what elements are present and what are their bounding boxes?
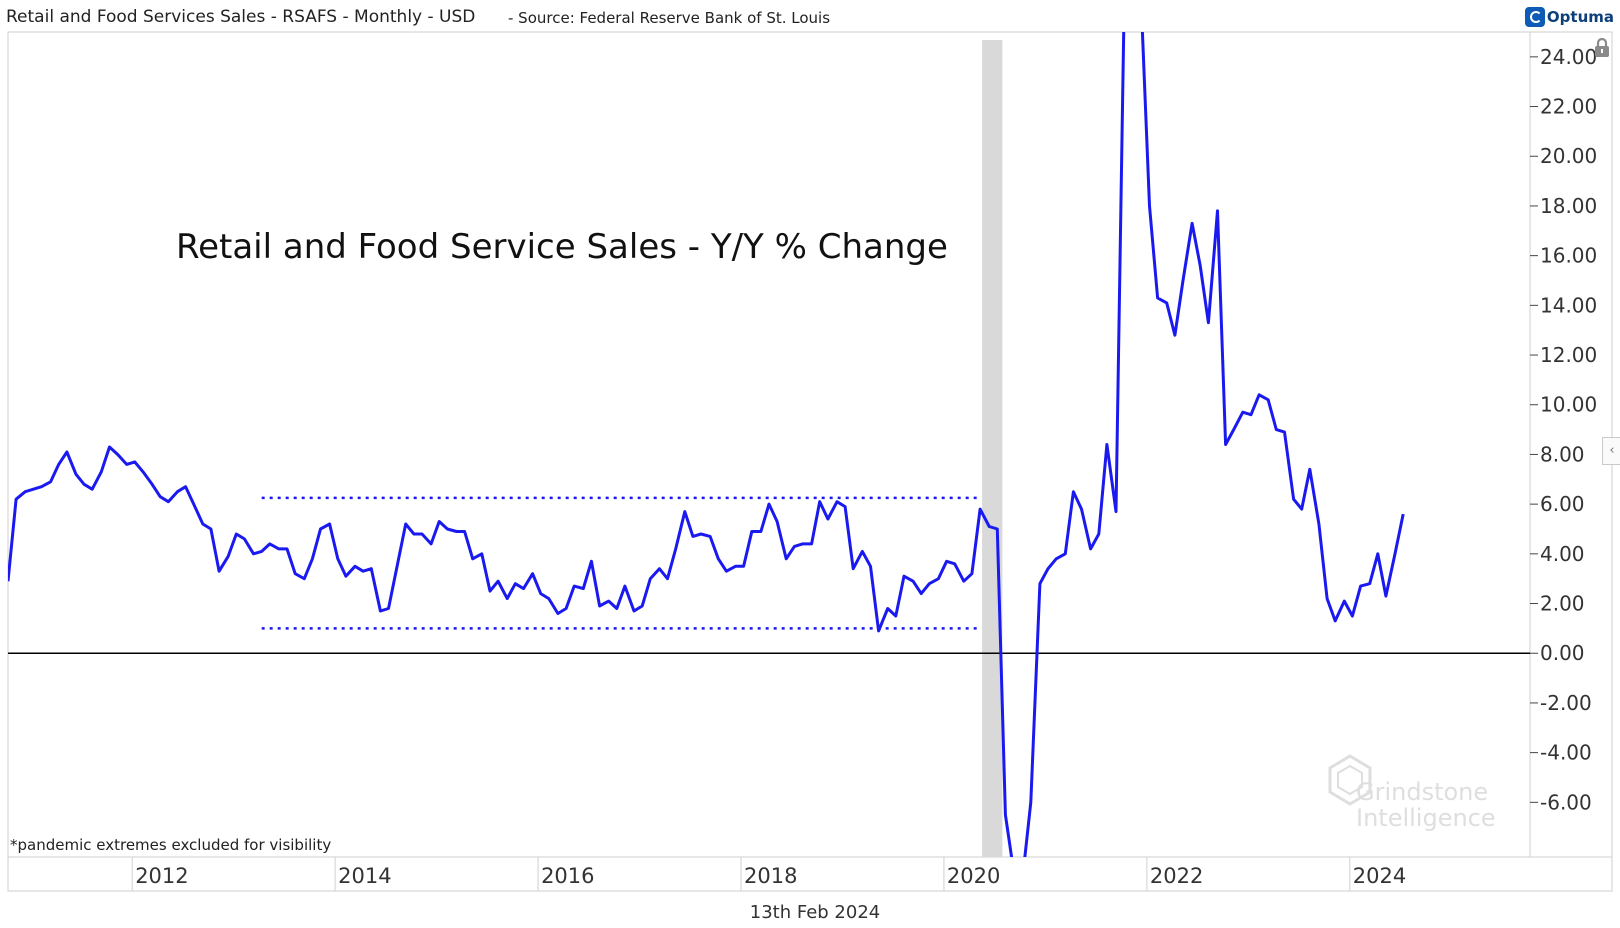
y-tick-label: 2.00 xyxy=(1540,592,1585,616)
x-tick-label: 2020 xyxy=(947,864,1000,888)
y-tick-label: 16.00 xyxy=(1540,244,1597,268)
x-tick-label: 2014 xyxy=(338,864,391,888)
y-tick-label: 4.00 xyxy=(1540,542,1585,566)
y-tick-label: 20.00 xyxy=(1540,144,1597,168)
watermark-icon-inner xyxy=(1337,764,1363,796)
brand-name: Optuma xyxy=(1546,8,1614,26)
collapse-panel-button[interactable]: ‹ xyxy=(1602,437,1620,465)
watermark-line2: Intelligence xyxy=(1356,804,1496,832)
watermark-line1: Grindstone xyxy=(1356,778,1488,806)
x-tick-label: 2016 xyxy=(541,864,594,888)
x-axis-strip xyxy=(7,856,1613,892)
x-tick-label: 2018 xyxy=(744,864,797,888)
x-tick-label: 2022 xyxy=(1150,864,1203,888)
recession-band xyxy=(982,40,1003,857)
y-tick-label: -2.00 xyxy=(1540,691,1592,715)
y-tick-label: 6.00 xyxy=(1540,492,1585,516)
y-tick-label: 12.00 xyxy=(1540,343,1597,367)
chevron-left-icon: ‹ xyxy=(1609,443,1615,458)
series-line xyxy=(8,32,1405,857)
y-tick-label: 0.00 xyxy=(1540,641,1585,665)
plot-frame xyxy=(7,31,1531,858)
chart-series-title: Retail and Food Services Sales - RSAFS -… xyxy=(6,7,476,27)
optuma-logo: Optuma xyxy=(1524,4,1614,30)
y-tick-label: 22.00 xyxy=(1540,95,1597,119)
x-tick-label: 2012 xyxy=(135,864,188,888)
lock-icon[interactable] xyxy=(1590,36,1614,60)
chart-header: Retail and Food Services Sales - RSAFS -… xyxy=(0,0,1620,34)
chart-date: 13th Feb 2024 xyxy=(749,902,881,923)
y-tick-label: 8.00 xyxy=(1540,442,1585,466)
y-tick-label: 10.00 xyxy=(1540,393,1597,417)
y-tick-label: -6.00 xyxy=(1540,790,1592,814)
chart-title: Retail and Food Service Sales - Y/Y % Ch… xyxy=(176,227,948,267)
chart-source: - Source: Federal Reserve Bank of St. Lo… xyxy=(508,9,831,27)
y-tick-label: 18.00 xyxy=(1540,194,1597,218)
y-tick-label: 24.00 xyxy=(1540,45,1597,69)
watermark-icon xyxy=(1328,754,1372,806)
optuma-logo-icon xyxy=(1524,7,1545,27)
line-chart: 24.00 22.00 20.00 18.00 16.00 14.00 12.00 10.00… xyxy=(7,31,1613,892)
chart-footnote: *pandemic extremes excluded for visibili… xyxy=(10,836,331,854)
y-tick-label: 14.00 xyxy=(1540,293,1597,317)
x-tick-label: 2024 xyxy=(1353,864,1406,888)
y-tick-label: -4.00 xyxy=(1540,741,1592,765)
